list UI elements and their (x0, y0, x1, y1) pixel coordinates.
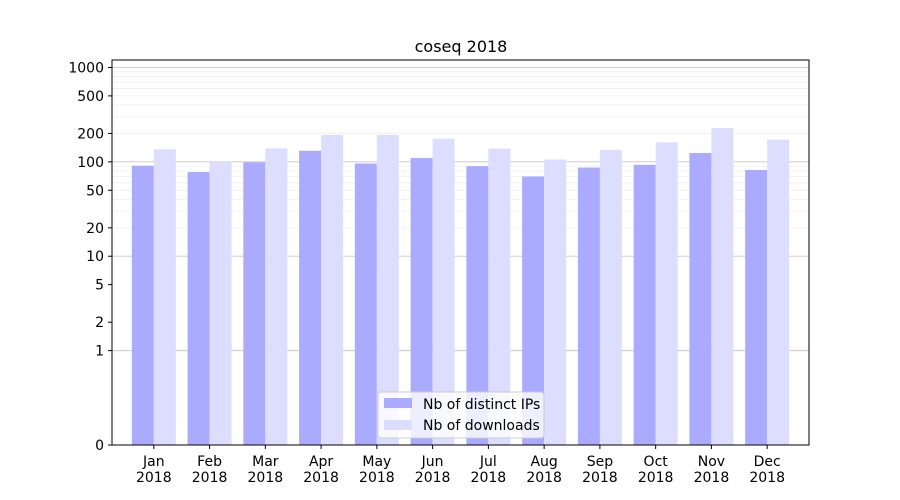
x-tick-label-month: Sep (587, 454, 614, 470)
x-tick-label-month: Nov (698, 454, 725, 470)
bar-distinct-ips (466, 166, 489, 445)
x-axis: Jan2018Feb2018Mar2018Apr2018May2018Jun20… (136, 445, 785, 486)
bar-distinct-ips (131, 165, 154, 445)
bars (131, 128, 790, 446)
y-tick-label: 200 (77, 126, 104, 142)
x-tick-label-year: 2018 (136, 470, 172, 486)
legend-swatch-distinct-ips (384, 398, 412, 408)
legend: Nb of distinct IPs Nb of downloads (377, 391, 545, 439)
bar-downloads (599, 149, 622, 445)
x-tick-label-year: 2018 (526, 470, 562, 486)
bar-downloads (265, 148, 288, 445)
bar-downloads (209, 161, 232, 445)
bar-downloads (488, 148, 511, 445)
x-tick-label-year: 2018 (638, 470, 674, 486)
y-tick-label: 0 (95, 438, 104, 454)
x-tick-label-year: 2018 (694, 470, 730, 486)
y-tick-label: 100 (77, 155, 104, 171)
y-tick-label: 10 (86, 249, 104, 265)
x-tick-label-year: 2018 (192, 470, 228, 486)
x-tick-label-year: 2018 (303, 470, 339, 486)
x-tick-label-year: 2018 (471, 470, 507, 486)
bar-distinct-ips (633, 164, 656, 445)
y-tick-label: 5 (95, 278, 104, 294)
bar-downloads (767, 139, 790, 445)
legend-swatch-downloads (384, 420, 412, 430)
bar-distinct-ips (187, 172, 210, 445)
y-tick-label: 1 (95, 344, 104, 360)
bar-downloads (432, 138, 455, 445)
x-tick-label-year: 2018 (749, 470, 785, 486)
bar-downloads (376, 134, 399, 445)
bar-distinct-ips (410, 157, 433, 445)
bar-downloads (655, 142, 678, 446)
bar-downloads (544, 159, 567, 445)
y-tick-label: 20 (86, 221, 104, 237)
x-tick-label-year: 2018 (415, 470, 451, 486)
y-tick-label: 2 (95, 315, 104, 331)
x-tick-label-year: 2018 (248, 470, 284, 486)
legend-label-downloads: Nb of downloads (423, 418, 540, 434)
y-tick-label: 50 (86, 183, 104, 199)
x-tick-label-year: 2018 (359, 470, 395, 486)
y-axis: 0 1 2 5 10 20 50 100 200 500 1000 (68, 60, 112, 454)
bar-distinct-ips (354, 163, 377, 446)
bar-distinct-ips (745, 169, 768, 446)
bar-downloads (153, 149, 176, 445)
x-tick-label-month: Aug (530, 454, 557, 470)
x-tick-label-month: May (362, 454, 391, 470)
bar-downloads (711, 128, 734, 445)
y-tick-label: 500 (77, 89, 104, 105)
bar-distinct-ips (299, 150, 322, 445)
x-tick-label-month: Jan (142, 454, 165, 470)
bar-downloads (321, 134, 344, 445)
plot-area-frame (111, 59, 810, 446)
y-tick-label: 1000 (68, 60, 104, 76)
bar-distinct-ips (243, 162, 266, 445)
legend-frame (377, 391, 545, 439)
x-tick-label-month: Oct (644, 454, 669, 470)
bar-distinct-ips (577, 167, 600, 445)
x-tick-label-month: Apr (309, 454, 333, 470)
x-tick-label-month: Jun (421, 454, 444, 470)
x-tick-label-month: Mar (252, 454, 279, 470)
x-tick-label-month: Dec (754, 454, 781, 470)
x-tick-label-year: 2018 (582, 470, 618, 486)
x-tick-label-month: Feb (197, 454, 222, 470)
bar-distinct-ips (522, 176, 545, 445)
chart-title: coseq 2018 (415, 37, 508, 56)
legend-label-distinct-ips: Nb of distinct IPs (423, 397, 540, 413)
x-tick-label-month: Jul (479, 454, 497, 470)
bar-distinct-ips (689, 153, 712, 445)
